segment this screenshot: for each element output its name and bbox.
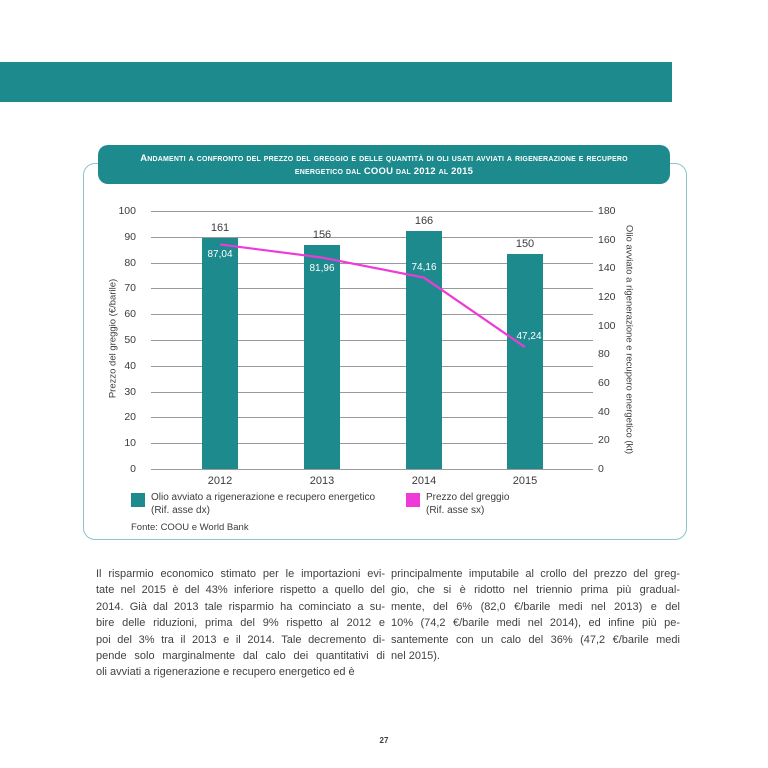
body-text-line: poi del 3% tra il 2013 e il 2014. Tale d… — [96, 633, 385, 646]
body-text-left-column: Il risparmio economico stimato per le im… — [96, 566, 385, 681]
body-text-line: santemente con un calo del 36% (47,2 €/b… — [391, 633, 680, 646]
x-axis-label-2014: 2014 — [411, 475, 437, 487]
right-axis-tick: 100 — [598, 319, 616, 332]
bar-value-label: 156 — [312, 229, 332, 242]
chart-title-line1: Andamenti a confronto del prezzo del gre… — [140, 152, 628, 164]
bar-value-label: 166 — [414, 215, 434, 228]
right-axis-title: Olio avviato a rigenerazione e recupero … — [623, 224, 635, 455]
right-axis-tick: 0 — [598, 463, 604, 475]
price-line-chart — [219, 243, 526, 349]
chart-title-line2: energetico dal COOU dal 2012 al 2015 — [294, 165, 474, 177]
legend-label-price-line2: (Rif. asse sx) — [426, 505, 485, 516]
body-text-line: bire delle riduzioni, prima del 9% rispe… — [96, 617, 385, 630]
left-axis-tick: 100 — [118, 205, 136, 217]
bar-value-label: 150 — [515, 238, 535, 250]
page-header-band — [0, 62, 672, 102]
chart-source-note: Fonte: COOU e World Bank — [131, 522, 249, 533]
gridline — [151, 262, 593, 264]
left-axis-tick: 10 — [124, 437, 136, 450]
right-axis-tick: 20 — [598, 434, 610, 447]
gridline — [151, 288, 593, 290]
line-value-label: 74,16 — [411, 261, 437, 273]
legend-label-price-line1: Prezzo del greggio — [426, 492, 510, 503]
left-axis-tick: 30 — [124, 385, 136, 398]
left-axis-tick: 0 — [130, 463, 136, 475]
body-text-line: pende solo marginalmente dal calo dei qu… — [96, 650, 385, 663]
line-value-label: 87,04 — [207, 249, 233, 261]
price-line — [219, 243, 526, 349]
legend-swatch-oil — [131, 493, 145, 507]
gridline — [151, 236, 593, 238]
gridline — [151, 417, 593, 419]
legend-label-oil: Olio avviato a rigenerazione e recupero … — [151, 491, 375, 517]
body-text-line: oli avviati a rigenerazione e recupero e… — [96, 666, 355, 679]
gridline — [151, 340, 593, 341]
bar-2013 — [304, 245, 340, 469]
right-axis-tick: 180 — [598, 205, 616, 217]
right-axis-tick: 140 — [598, 262, 616, 275]
legend-label-price: Prezzo del greggio (Rif. asse sx) — [426, 491, 509, 517]
x-axis-label-2015: 2015 — [512, 475, 538, 487]
x-axis-label-2013: 2013 — [309, 475, 335, 487]
page-number: 27 — [379, 736, 389, 745]
body-text-line: mente, del 6% (82,0 €/barile medi nel 20… — [391, 600, 680, 613]
left-axis-tick: 80 — [124, 256, 136, 269]
gridline — [151, 443, 593, 445]
right-axis-tick: 160 — [598, 233, 616, 246]
bar-2015 — [507, 254, 543, 469]
right-axis-tick: 80 — [598, 348, 610, 361]
bar-2012 — [202, 238, 238, 469]
left-axis-tick: 90 — [124, 230, 136, 243]
body-text-line: Il risparmio economico stimato per le im… — [96, 568, 385, 580]
body-text-right-column: principalmente imputabile al crollo del … — [391, 566, 680, 664]
left-axis-tick: 60 — [124, 308, 136, 321]
gridline — [151, 391, 593, 393]
legend-label-oil-line1: Olio avviato a rigenerazione e recupero … — [151, 492, 376, 503]
gridline — [151, 314, 593, 316]
line-value-label: 47,24 — [516, 331, 542, 343]
body-text-line: tate nel 2015 è del 43% inferiore rispet… — [96, 584, 385, 597]
body-text-line: 2014. Già dal 2013 tale risparmio ha com… — [96, 600, 385, 613]
line-value-label: 81,96 — [309, 262, 335, 274]
left-axis-tick: 70 — [124, 282, 136, 295]
legend-swatch-price — [406, 493, 420, 507]
left-axis-tick: 20 — [124, 411, 136, 424]
left-axis-tick: 40 — [124, 359, 136, 372]
body-text-line: principalmente imputabile al crollo del … — [391, 568, 680, 580]
legend-label-oil-line2: (Rif. asse dx) — [151, 505, 210, 516]
body-text-line: 10% (74,2 €/barile medi nel 2014), ed in… — [391, 617, 680, 630]
right-axis-tick: 120 — [598, 291, 616, 303]
body-text-line: gio, che si è ridotto nel triennio prima… — [391, 584, 680, 597]
bar-value-label: 161 — [210, 222, 230, 235]
chart-panel: Andamenti a confronto del prezzo del gre… — [83, 145, 687, 540]
gridline — [151, 469, 593, 470]
right-axis-tick: 60 — [598, 377, 610, 389]
gridline — [151, 211, 593, 212]
gridline — [151, 365, 593, 367]
x-axis-label-2012: 2012 — [207, 475, 233, 487]
bar-2014 — [406, 231, 442, 469]
body-text-line: nel 2015). — [391, 650, 440, 663]
chart-title-badge: Andamenti a confronto del prezzo del gre… — [98, 145, 670, 184]
left-axis-tick: 50 — [124, 334, 136, 346]
right-axis-tick: 40 — [598, 405, 610, 418]
